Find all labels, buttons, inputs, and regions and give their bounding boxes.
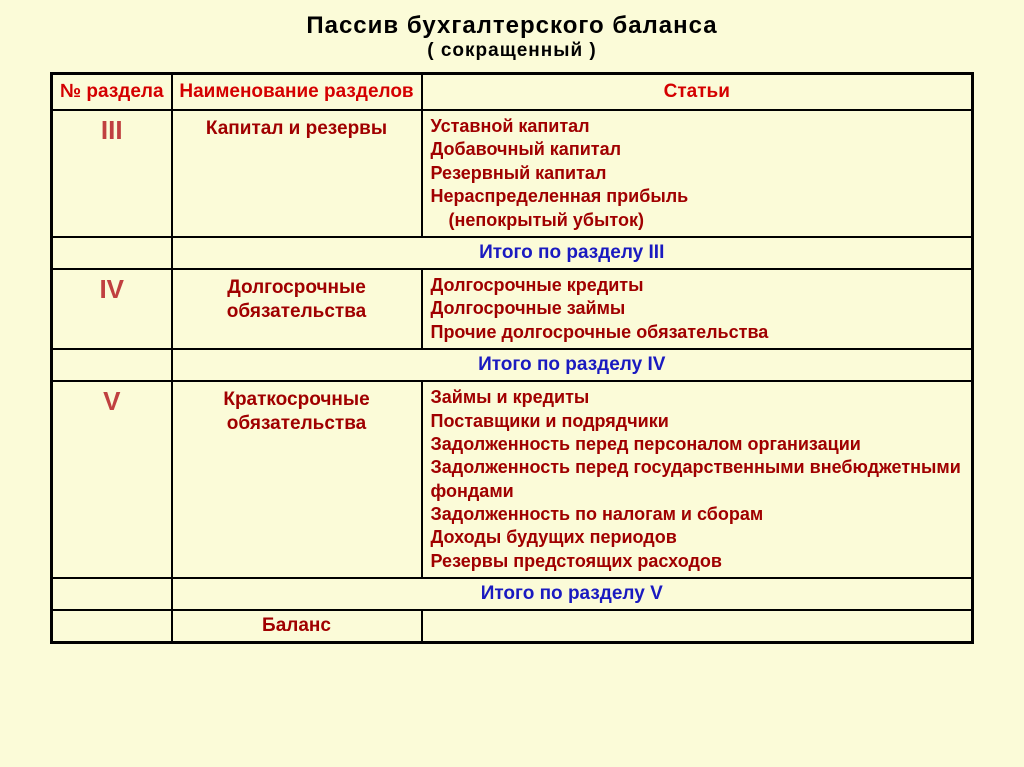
subtotal-label: Итого по разделу IV <box>172 349 973 381</box>
subtotal-label: Итого по разделу III <box>172 237 973 269</box>
page-container: Пассив бухгалтерского баланса ( сокращен… <box>0 0 1024 664</box>
section-row: IV Долгосрочные обязательства Долгосрочн… <box>52 269 973 349</box>
subtotal-blank <box>52 578 172 610</box>
article-item: Долгосрочные кредиты <box>431 274 964 297</box>
section-name-line: обязательства <box>227 301 366 322</box>
subtotal-row: Итого по разделу III <box>52 237 973 269</box>
article-item: Добавочный капитал <box>431 138 964 161</box>
section-articles: Долгосрочные кредиты Долгосрочные займы … <box>422 269 973 349</box>
subtotal-blank <box>52 349 172 381</box>
article-item: Доходы будущих периодов <box>431 526 964 549</box>
header-num: № раздела <box>52 74 172 111</box>
header-row: № раздела Наименование разделов Статьи <box>52 74 973 111</box>
header-articles: Статьи <box>422 74 973 111</box>
article-item: Уставной капитал <box>431 115 964 138</box>
subtotal-blank <box>52 237 172 269</box>
subtotal-row: Итого по разделу V <box>52 578 973 610</box>
section-name-line: Долгосрочные <box>227 277 366 298</box>
balance-value <box>422 610 973 643</box>
section-name-line: обязательства <box>227 413 366 434</box>
article-item: Задолженность по налогам и сборам <box>431 503 964 526</box>
article-item: Займы и кредиты <box>431 386 964 409</box>
balance-table: № раздела Наименование разделов Статьи I… <box>50 72 974 644</box>
section-name: Капитал и резервы <box>172 110 422 237</box>
article-item: Резервный капитал <box>431 162 964 185</box>
section-row: V Краткосрочные обязательства Займы и кр… <box>52 381 973 578</box>
article-item: Задолженность перед государственными вне… <box>431 456 964 503</box>
section-name: Долгосрочные обязательства <box>172 269 422 349</box>
balance-blank <box>52 610 172 643</box>
article-item: Долгосрочные займы <box>431 297 964 320</box>
article-item: Поставщики и подрядчики <box>431 410 964 433</box>
page-subtitle: ( сокращенный ) <box>50 40 974 62</box>
section-num: III <box>52 110 172 237</box>
section-name-line: Краткосрочные <box>223 389 369 410</box>
balance-label: Баланс <box>172 610 422 643</box>
article-item: Прочие долгосрочные обязательства <box>431 321 964 344</box>
title-block: Пассив бухгалтерского баланса ( сокращен… <box>50 12 974 62</box>
section-num: V <box>52 381 172 578</box>
subtotal-label: Итого по разделу V <box>172 578 973 610</box>
section-row: III Капитал и резервы Уставной капитал Д… <box>52 110 973 237</box>
article-sub: (непокрытый убыток) <box>431 209 964 232</box>
page-title: Пассив бухгалтерского баланса <box>50 12 974 40</box>
subtotal-row: Итого по разделу IV <box>52 349 973 381</box>
section-articles: Уставной капитал Добавочный капитал Резе… <box>422 110 973 237</box>
section-articles: Займы и кредиты Поставщики и подрядчики … <box>422 381 973 578</box>
header-name: Наименование разделов <box>172 74 422 111</box>
article-item: Нераспределенная прибыль <box>431 185 964 208</box>
article-item: Резервы предстоящих расходов <box>431 550 964 573</box>
balance-row: Баланс <box>52 610 973 643</box>
article-item: Задолженность перед персоналом организац… <box>431 433 964 456</box>
section-num: IV <box>52 269 172 349</box>
section-name: Краткосрочные обязательства <box>172 381 422 578</box>
